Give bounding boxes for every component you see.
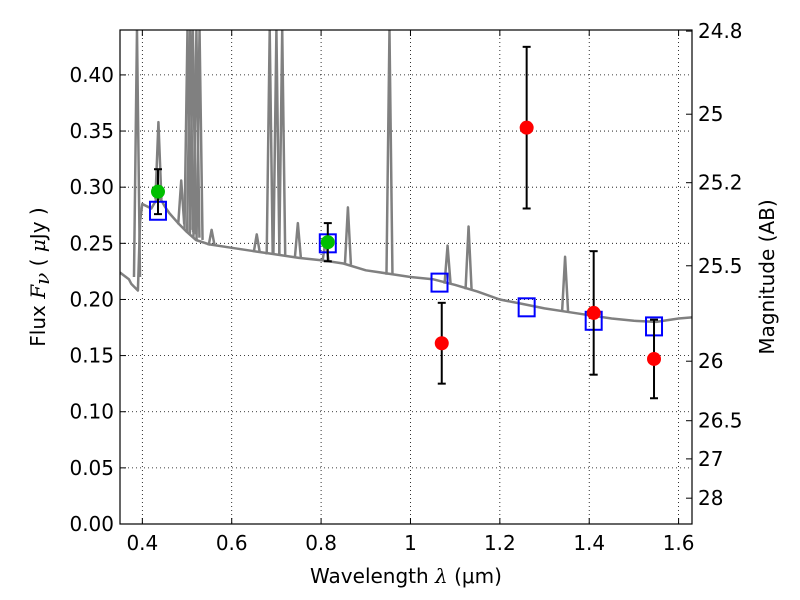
plot-frame	[119, 29, 693, 525]
y-tick-label: 0.35	[69, 119, 114, 143]
right-tick-label: 25	[698, 102, 723, 126]
x-tick-label: 1.4	[573, 531, 605, 555]
observed-flux-point	[150, 184, 165, 199]
observed-flux-point	[320, 235, 335, 250]
observed-flux-point	[519, 120, 534, 135]
markers	[148, 45, 664, 400]
emission-line	[277, 30, 287, 256]
x-tick-label: 0.6	[216, 531, 248, 555]
y-tick-label: 0.20	[69, 287, 114, 311]
emission-line	[272, 30, 281, 255]
right-tick-label: 27	[698, 447, 723, 471]
emission-line	[176, 179, 186, 225]
model-flux-square	[517, 297, 536, 318]
x-tick-label: 0.8	[305, 531, 337, 555]
y-tick-label: 0.30	[69, 175, 114, 199]
right-tick-label: 25.2	[698, 171, 743, 195]
emission-line	[154, 120, 163, 200]
observed-flux-point	[434, 336, 449, 351]
x-tick-label: 1.2	[484, 531, 516, 555]
plot-area	[120, 30, 692, 324]
emission-line	[343, 206, 353, 265]
emission-line	[183, 30, 192, 230]
right-tick-label: 26	[698, 349, 723, 373]
emission-line	[464, 225, 473, 290]
emission-line	[185, 30, 195, 233]
x-tick-label: 0.4	[126, 531, 158, 555]
y-tick-label: 0.00	[69, 512, 114, 536]
spectrum-line	[120, 197, 692, 324]
x-tick-label: 1.6	[663, 531, 695, 555]
observed-flux-point	[647, 351, 662, 366]
model-flux-square	[430, 272, 449, 293]
y-tick-label: 0.25	[69, 231, 114, 255]
emission-line	[195, 30, 204, 240]
emission-line	[443, 244, 452, 284]
x-axis-label: Wavelength λ (μm)	[310, 564, 502, 588]
axes: 0.4 0.6 0.8 1 1.2 1.4 1.6 0.00 0.05 0.10 0.15 0.20 0…	[69, 19, 742, 555]
y-tick-label: 0.10	[69, 400, 114, 424]
right-tick-label: 24.8	[698, 19, 743, 43]
emission-line	[132, 30, 142, 278]
y-tick-label: 0.15	[69, 344, 114, 368]
emission-line	[385, 30, 394, 275]
emission-line	[560, 255, 570, 312]
right-tick-label: 26.5	[698, 409, 743, 433]
observed-flux-point	[586, 305, 601, 320]
emission-line	[207, 228, 216, 246]
y-axis-label: Flux Fν ( μJy )	[26, 207, 54, 346]
y-tick-label: 0.05	[69, 456, 114, 480]
x-tick-label: 1	[404, 531, 417, 555]
y-tick-label: 0.40	[69, 63, 114, 87]
right-axis-label: Magnitude (AB)	[755, 199, 779, 354]
right-tick-label: 28	[698, 486, 723, 510]
emission-line	[265, 30, 274, 255]
emission-line	[293, 221, 303, 259]
emission-line	[252, 233, 261, 253]
right-tick-label: 25.5	[698, 254, 743, 278]
